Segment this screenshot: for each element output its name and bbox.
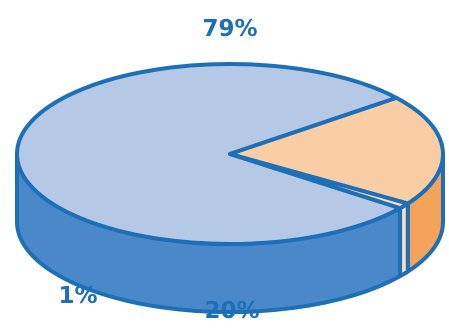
pie-tops bbox=[15, 62, 445, 246]
slice-label-1: 1% bbox=[58, 283, 97, 309]
slice-side-1 bbox=[398, 201, 410, 279]
slice-top-20 bbox=[228, 95, 445, 206]
slice-label-20: 20% bbox=[204, 298, 259, 324]
slice-label-79: 79% bbox=[202, 16, 257, 42]
slice-top-1 bbox=[228, 152, 410, 211]
slice-top-79 bbox=[15, 62, 403, 246]
